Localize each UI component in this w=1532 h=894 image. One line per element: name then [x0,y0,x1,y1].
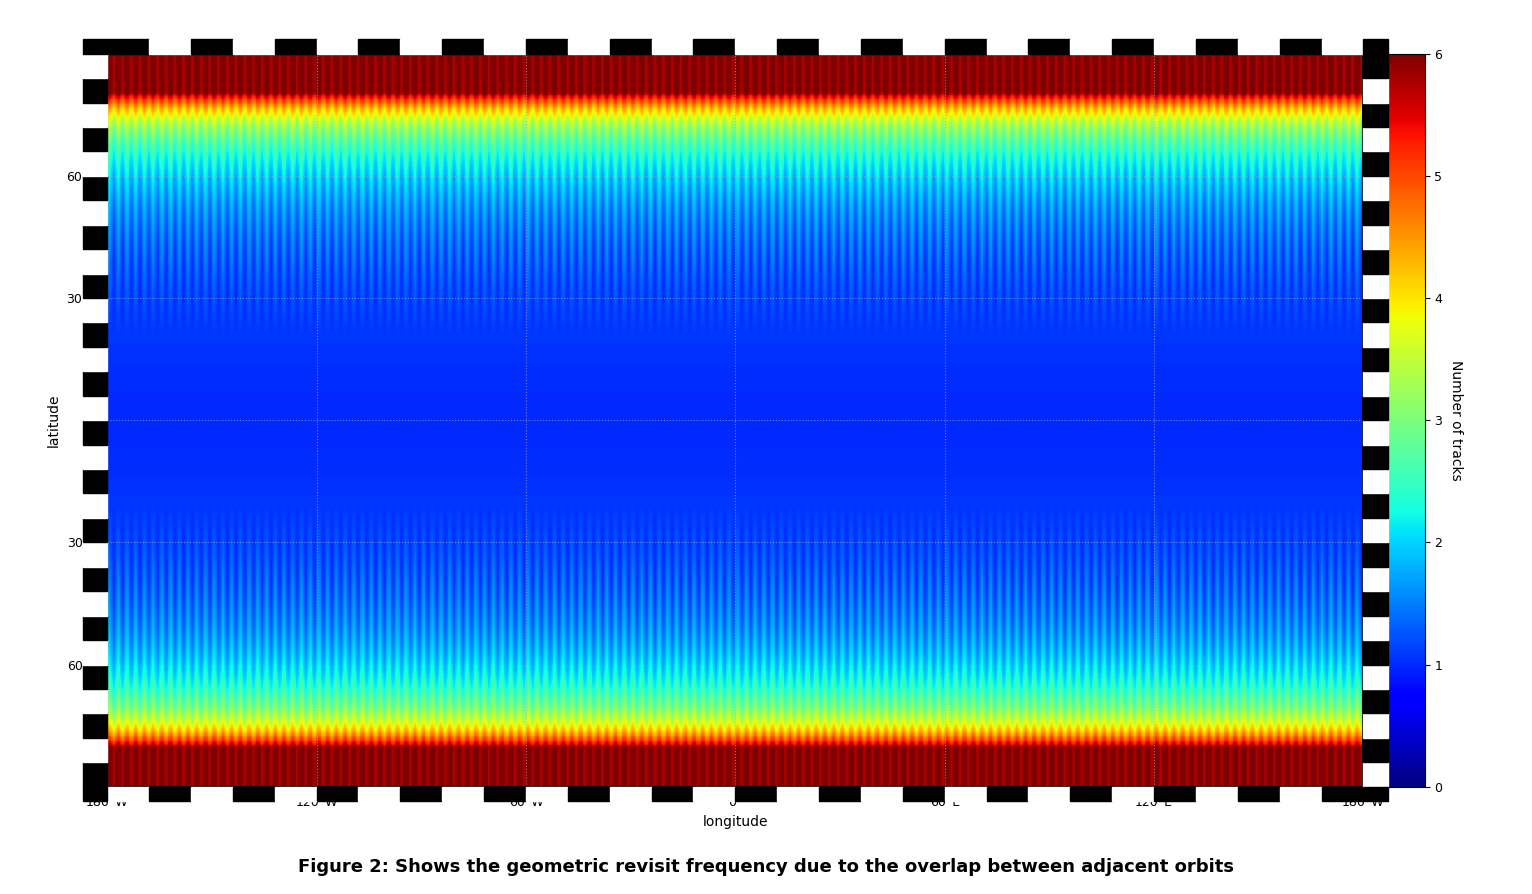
Y-axis label: Number of tracks: Number of tracks [1449,359,1463,481]
X-axis label: longitude: longitude [703,815,768,829]
Y-axis label: latitude: latitude [46,393,60,447]
Text: Figure 2: Shows the geometric revisit frequency due to the overlap between adjac: Figure 2: Shows the geometric revisit fr… [299,858,1233,876]
